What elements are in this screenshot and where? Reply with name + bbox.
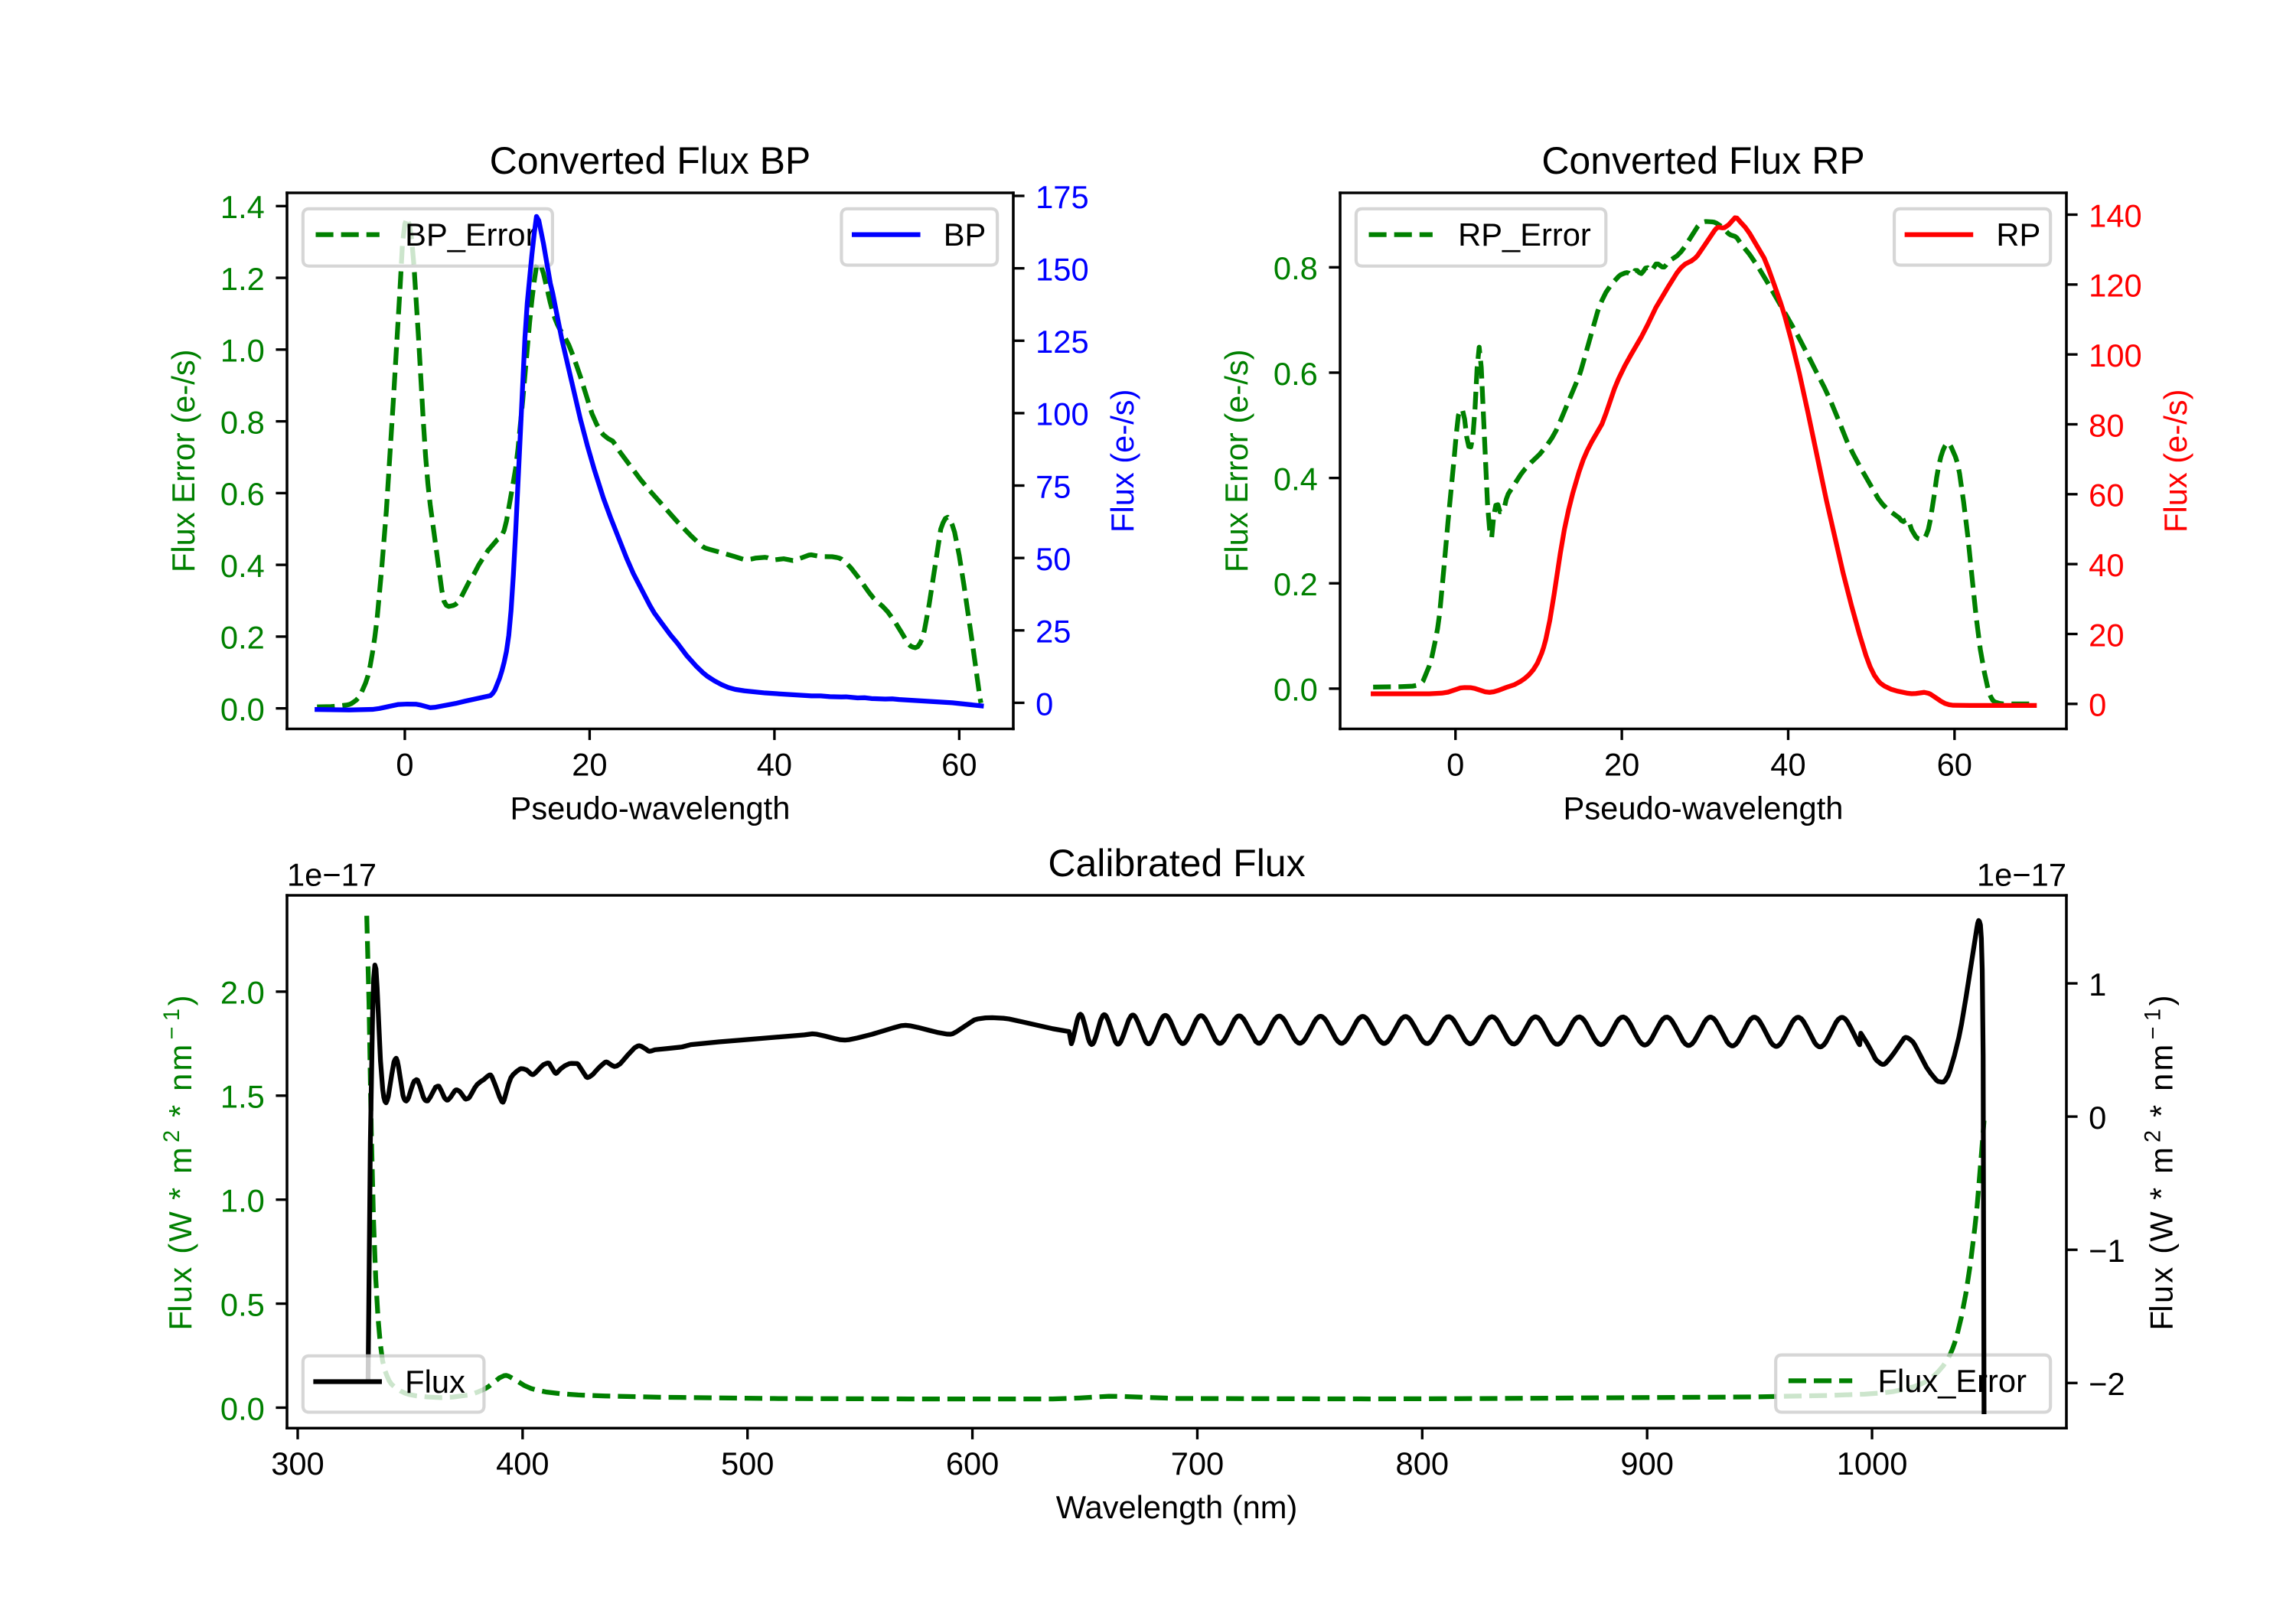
svg-text:0: 0: [396, 746, 413, 782]
svg-text:0.5: 0.5: [220, 1286, 265, 1322]
svg-text:1e−17: 1e−17: [287, 856, 377, 892]
svg-text:BP_Error: BP_Error: [405, 217, 536, 253]
svg-text:0.2: 0.2: [220, 620, 265, 656]
svg-text:0: 0: [1035, 686, 1053, 722]
svg-text:1.0: 1.0: [220, 333, 265, 369]
svg-text:0.4: 0.4: [220, 548, 265, 584]
svg-text:BP: BP: [944, 217, 987, 253]
svg-text:F l u x: F l u x ( W * m * n m ) 2 − 1: [2115, 981, 2183, 1331]
svg-text:0.2: 0.2: [1274, 566, 1318, 602]
svg-text:300: 300: [271, 1446, 325, 1482]
svg-text:400: 400: [496, 1446, 550, 1482]
svg-text:25: 25: [1035, 614, 1071, 650]
svg-text:1: 1: [2089, 966, 2106, 1002]
svg-text:50: 50: [1035, 541, 1071, 577]
svg-text:0: 0: [1446, 746, 1464, 782]
svg-text:Flux (e-/s): Flux (e-/s): [1104, 390, 1140, 533]
svg-text:−2: −2: [2089, 1366, 2125, 1402]
svg-text:Flux (e-/s): Flux (e-/s): [2157, 390, 2193, 533]
svg-text:1000: 1000: [1837, 1446, 1908, 1482]
svg-text:0.0: 0.0: [220, 1390, 265, 1426]
svg-text:40: 40: [1770, 746, 1805, 782]
svg-text:40: 40: [757, 746, 792, 782]
svg-text:F l u x: F l u x ( W * m * n m ) 2 − 1: [134, 981, 203, 1331]
svg-text:20: 20: [1604, 746, 1639, 782]
svg-text:700: 700: [1171, 1446, 1225, 1482]
svg-text:0.8: 0.8: [1274, 250, 1318, 286]
svg-text:1.0: 1.0: [220, 1183, 265, 1219]
svg-text:Pseudo-wavelength: Pseudo-wavelength: [1564, 790, 1844, 826]
svg-text:800: 800: [1396, 1446, 1450, 1482]
svg-text:Flux_Error: Flux_Error: [1878, 1363, 2027, 1399]
svg-text:−1: −1: [2089, 1233, 2125, 1269]
svg-text:75: 75: [1035, 468, 1071, 504]
svg-text:0.4: 0.4: [1274, 461, 1318, 497]
svg-text:Flux: Flux: [405, 1364, 465, 1400]
svg-text:0.8: 0.8: [220, 404, 265, 440]
svg-text:Flux Error (e-/s): Flux Error (e-/s): [165, 349, 201, 572]
svg-text:0.0: 0.0: [1274, 672, 1318, 708]
svg-text:1.4: 1.4: [220, 189, 265, 225]
svg-text:2.0: 2.0: [220, 975, 265, 1011]
svg-text:100: 100: [1035, 396, 1089, 432]
svg-text:60: 60: [941, 746, 977, 782]
svg-text:140: 140: [2089, 197, 2142, 233]
svg-text:0.6: 0.6: [220, 476, 265, 512]
svg-text:RP: RP: [1996, 217, 2040, 253]
svg-text:120: 120: [2089, 268, 2142, 304]
svg-text:Converted Flux RP: Converted Flux RP: [1541, 139, 1864, 182]
svg-text:Calibrated Flux: Calibrated Flux: [1048, 842, 1305, 885]
svg-text:RP_Error: RP_Error: [1458, 217, 1591, 253]
svg-text:0: 0: [2089, 687, 2106, 723]
svg-text:1.2: 1.2: [220, 261, 265, 297]
svg-text:Wavelength (nm): Wavelength (nm): [1056, 1489, 1298, 1525]
svg-text:100: 100: [2089, 337, 2142, 373]
svg-text:900: 900: [1620, 1446, 1674, 1482]
svg-text:500: 500: [721, 1446, 775, 1482]
svg-text:60: 60: [1937, 746, 1972, 782]
svg-text:Flux Error (e-/s): Flux Error (e-/s): [1218, 349, 1254, 572]
svg-text:150: 150: [1035, 251, 1089, 287]
svg-text:20: 20: [572, 746, 607, 782]
svg-text:125: 125: [1035, 324, 1089, 360]
svg-text:175: 175: [1035, 179, 1089, 215]
svg-text:1e−17: 1e−17: [1977, 856, 2066, 892]
svg-text:0.6: 0.6: [1274, 356, 1318, 392]
svg-text:0: 0: [2089, 1100, 2106, 1136]
svg-text:600: 600: [946, 1446, 1000, 1482]
svg-text:40: 40: [2089, 547, 2124, 583]
svg-text:60: 60: [2089, 478, 2124, 513]
svg-text:Converted Flux BP: Converted Flux BP: [490, 139, 811, 182]
svg-text:1.5: 1.5: [220, 1079, 265, 1115]
svg-text:80: 80: [2089, 407, 2124, 443]
svg-text:20: 20: [2089, 617, 2124, 653]
svg-text:Pseudo-wavelength: Pseudo-wavelength: [510, 790, 791, 826]
svg-text:0.0: 0.0: [220, 692, 265, 728]
